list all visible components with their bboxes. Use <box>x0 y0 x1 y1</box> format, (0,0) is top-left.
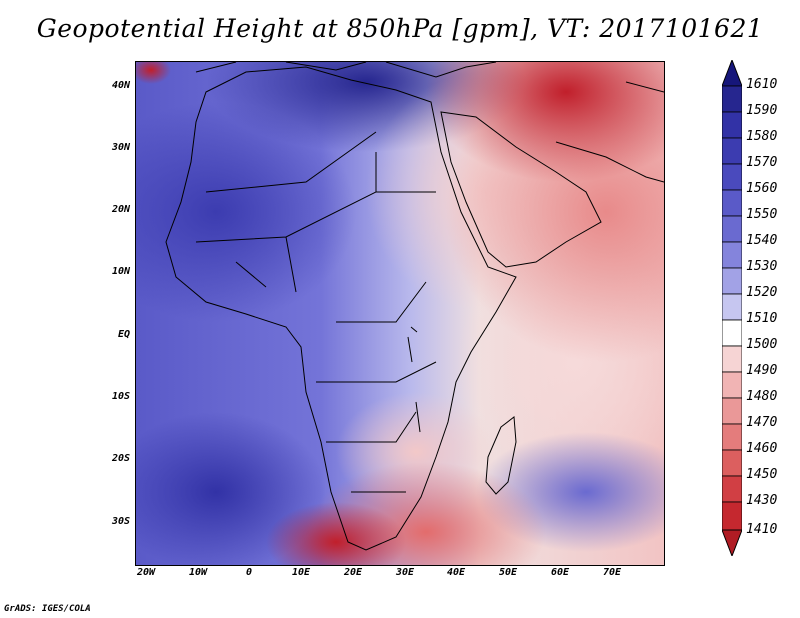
lon-tick-10w: 10W <box>188 567 208 578</box>
colorbar-label-1510: 1510 <box>746 311 778 326</box>
colorbar-swatch-1520 <box>722 267 742 295</box>
colorbar-swatch-1530 <box>722 241 742 269</box>
lon-tick-40e: 40E <box>446 567 466 578</box>
colorbar-label-1560: 1560 <box>746 181 778 196</box>
lakes <box>407 326 421 433</box>
asia-coastline <box>555 81 664 183</box>
colorbar-label-1410: 1410 <box>746 522 778 537</box>
colorbar-swatch-1540 <box>722 215 742 243</box>
lon-tick-20e: 20E <box>343 567 363 578</box>
colorbar-swatch-1500 <box>722 319 742 347</box>
colorbar-swatch-1580 <box>722 111 742 139</box>
colorbar-label-1490: 1490 <box>746 363 778 378</box>
colorbar <box>722 60 742 556</box>
country-borders <box>195 131 437 493</box>
lon-tick-60e: 60E <box>550 567 570 578</box>
colorbar-swatch-1410 <box>722 501 742 531</box>
colorbar-swatch-1590 <box>722 85 742 113</box>
colorbar-label-1460: 1460 <box>746 441 778 456</box>
colorbar-label-1470: 1470 <box>746 415 778 430</box>
colorbar-label-1500: 1500 <box>746 337 778 352</box>
colorbar-swatch-1460 <box>722 423 742 451</box>
africa-coastline <box>165 66 517 551</box>
colorbar-label-1430: 1430 <box>746 493 778 508</box>
colorbar-swatch-1490 <box>722 345 742 373</box>
lon-tick-70e: 70E <box>602 567 622 578</box>
coastlines-and-borders <box>165 62 664 551</box>
colorbar-label-1480: 1480 <box>746 389 778 404</box>
lat-tick-30n: 30N <box>111 142 130 153</box>
arabia-coastline <box>440 111 602 268</box>
colorbar-swatch-1550 <box>722 189 742 217</box>
colorbar-label-1610: 1610 <box>746 77 778 92</box>
colorbar-label-1450: 1450 <box>746 467 778 482</box>
colorbar-label-1580: 1580 <box>746 129 778 144</box>
lat-tick-eq: EQ <box>117 329 130 340</box>
plot-title: Geopotential Height at 850hPa [gpm], VT:… <box>36 14 764 43</box>
colorbar-swatch-1480 <box>722 371 742 399</box>
colorbar-swatch-1510 <box>722 293 742 321</box>
colorbar-swatch-1450 <box>722 449 742 477</box>
colorbar-label-1520: 1520 <box>746 285 778 300</box>
lon-tick-30e: 30E <box>395 567 415 578</box>
colorbar-swatch-1430 <box>722 475 742 503</box>
colorbar-label-1550: 1550 <box>746 207 778 222</box>
map-area[interactable] <box>135 61 665 566</box>
lat-tick-40n: 40N <box>111 80 130 91</box>
colorbar-swatch-1570 <box>722 137 742 165</box>
lon-tick-0: 0 <box>245 567 253 578</box>
colorbar-top-arrow <box>722 60 742 87</box>
colorbar-label-1530: 1530 <box>746 259 778 274</box>
colorbar-swatch-1560 <box>722 163 742 191</box>
madagascar-coastline <box>485 416 517 495</box>
colorbar-label-1570: 1570 <box>746 155 778 170</box>
lat-tick-20n: 20N <box>111 204 130 215</box>
lon-tick-20w: 20W <box>136 567 156 578</box>
colorbar-label-1540: 1540 <box>746 233 778 248</box>
colorbar-swatch-1470 <box>722 397 742 425</box>
lat-tick-10n: 10N <box>111 266 130 277</box>
colorbar-bottom-arrow <box>722 529 742 556</box>
lat-tick-30s: 30S <box>111 516 130 527</box>
lon-tick-10e: 10E <box>291 567 311 578</box>
grads-credit: GrADS: IGES/COLA <box>4 604 91 614</box>
europe-coastline <box>195 62 497 78</box>
colorbar-label-1590: 1590 <box>746 103 778 118</box>
lat-tick-20s: 20S <box>111 453 130 464</box>
lon-tick-50e: 50E <box>498 567 518 578</box>
lat-tick-10s: 10S <box>111 391 130 402</box>
